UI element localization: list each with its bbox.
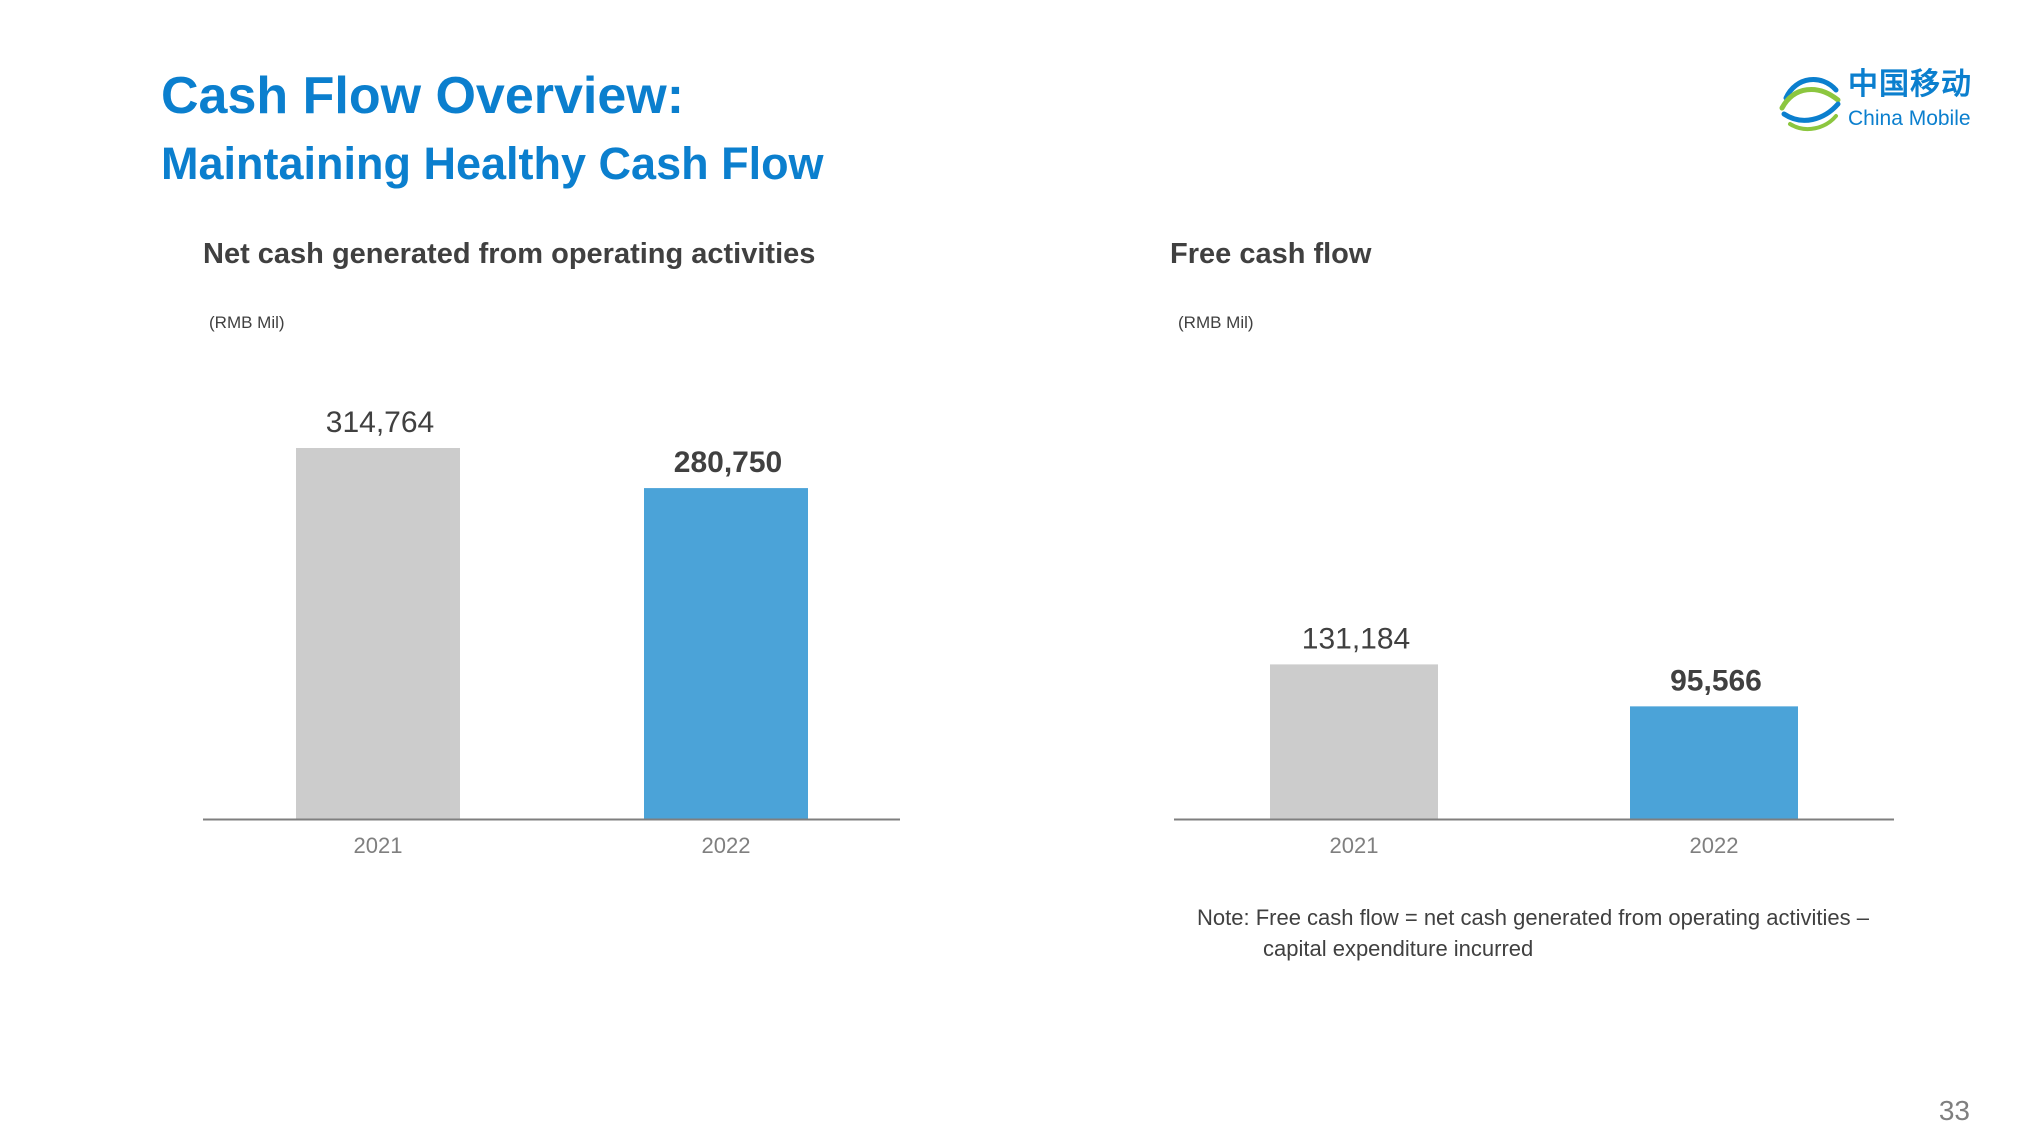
x-tick-label: 2021	[1330, 833, 1379, 858]
x-tick-label: 2022	[1690, 833, 1739, 858]
bar-2022	[1630, 706, 1798, 819]
page-number: 33	[1938, 1095, 1970, 1126]
data-label: 95,566	[1670, 664, 1762, 697]
bar-2021	[1270, 664, 1438, 819]
chart-2-plot: 131,184 2021 95,566 2022	[1174, 622, 1894, 858]
data-label: 280,750	[674, 446, 782, 479]
bar-2021	[296, 448, 460, 819]
chart-title: Free cash flow	[1170, 238, 1372, 270]
data-label: 131,184	[1302, 622, 1410, 655]
x-tick-label: 2022	[702, 833, 751, 858]
title-line-1: Cash Flow Overview:	[161, 67, 685, 125]
chart-unit: (RMB Mil)	[1178, 313, 1254, 332]
bar-2022	[644, 488, 808, 819]
title-line-2: Maintaining Healthy Cash Flow	[161, 138, 824, 189]
chart-unit: (RMB Mil)	[209, 313, 285, 332]
logo-chinese-name: 中国移动	[1848, 68, 1972, 101]
chart-1-plot: 314,764 2021 280,750 2022	[203, 406, 900, 858]
logo-english-name: China Mobile	[1848, 107, 1971, 130]
footnote: Note: Free cash flow = net cash generate…	[1197, 905, 1869, 961]
china-mobile-logo-icon	[1779, 77, 1841, 132]
china-mobile-logo: 中国移动 China Mobile	[1778, 68, 1988, 136]
chart-title: Net cash generated from operating activi…	[203, 238, 816, 270]
data-label: 314,764	[326, 406, 434, 439]
x-tick-label: 2021	[354, 833, 403, 858]
